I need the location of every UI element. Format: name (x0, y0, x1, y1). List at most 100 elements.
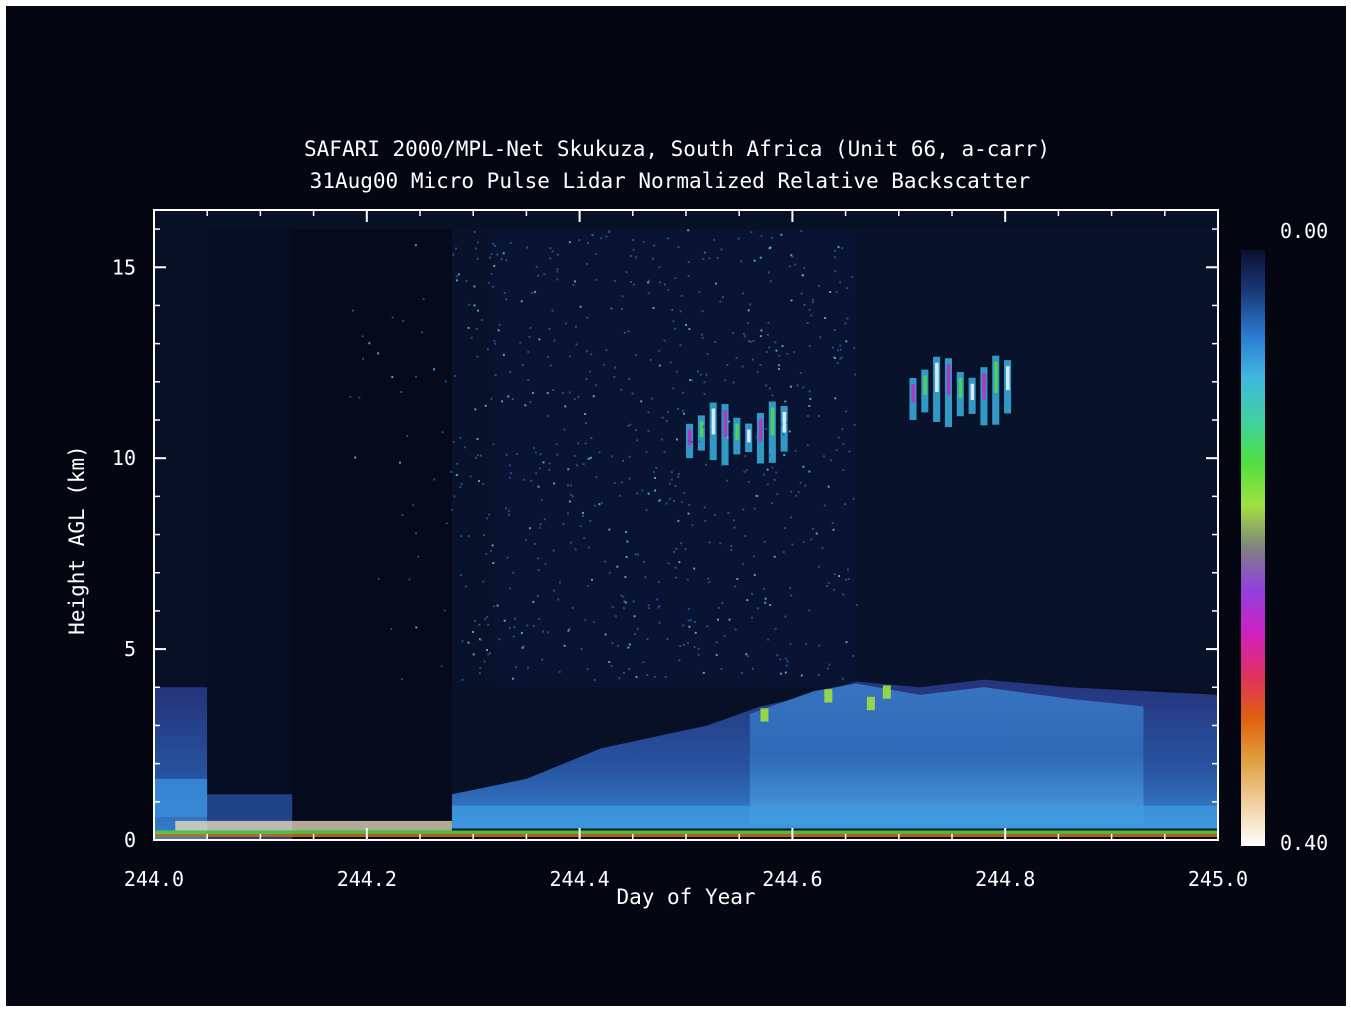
noise-speck (578, 239, 581, 242)
noise-speck (790, 516, 792, 519)
noise-speck (349, 395, 352, 398)
aerosol-layer-core (749, 683, 1144, 825)
noise-speck (647, 411, 650, 414)
noise-speck (573, 454, 576, 457)
noise-speck (474, 619, 477, 622)
noise-speck (688, 328, 691, 330)
noise-speck (642, 661, 645, 664)
noise-speck (744, 535, 747, 537)
noise-speck (525, 538, 527, 541)
noise-speck (684, 548, 687, 551)
noise-speck (800, 292, 803, 295)
noise-speck (829, 459, 832, 462)
noise-speck (767, 321, 770, 324)
noise-speck (474, 456, 477, 459)
noise-speck (848, 450, 851, 453)
noise-speck (730, 549, 733, 552)
noise-speck (510, 472, 513, 474)
noise-speck (790, 299, 793, 302)
noise-speck (570, 541, 573, 544)
noise-speck (490, 550, 492, 553)
noise-speck (489, 652, 491, 655)
noise-speck (591, 578, 593, 581)
noise-speck (558, 581, 561, 584)
noise-speck (846, 317, 849, 320)
noise-speck (572, 283, 575, 286)
noise-speck (827, 667, 829, 670)
noise-speck (837, 246, 840, 249)
noise-speck (691, 524, 694, 527)
noise-speck (753, 507, 756, 510)
noise-speck (719, 300, 722, 303)
noise-speck (422, 298, 425, 301)
noise-speck (741, 563, 744, 566)
noise-speck (794, 263, 797, 266)
noise-speck (693, 646, 696, 649)
cirrus-core (699, 421, 704, 438)
noise-speck (571, 606, 574, 609)
noise-speck (415, 626, 418, 629)
noise-speck (659, 281, 662, 284)
noise-speck (818, 565, 820, 568)
x-tick-label: 244.6 (762, 867, 822, 891)
noise-speck (664, 676, 667, 679)
noise-speck (827, 485, 830, 488)
noise-speck (685, 323, 687, 326)
noise-speck (824, 317, 827, 319)
noise-speck (414, 244, 417, 247)
noise-speck (634, 553, 637, 556)
noise-speck (566, 512, 569, 515)
x-axis-label: Day of Year (616, 885, 755, 909)
noise-speck (708, 257, 711, 260)
noise-speck (845, 410, 848, 413)
noise-speck (697, 647, 700, 650)
noise-speck (688, 625, 691, 628)
noise-speck (790, 490, 793, 493)
noise-speck (834, 256, 837, 259)
noise-speck (486, 649, 488, 651)
noise-speck (666, 637, 669, 640)
noise-speck (784, 615, 787, 618)
noise-speck (487, 281, 490, 284)
noise-speck (553, 482, 556, 485)
noise-speck (614, 366, 616, 369)
noise-speck (625, 555, 628, 558)
noise-speck (498, 323, 501, 326)
noise-speck (598, 503, 601, 506)
noise-speck (672, 500, 675, 502)
noise-speck (786, 421, 788, 424)
noise-speck (440, 665, 443, 668)
noise-speck (768, 454, 771, 457)
noise-speck (713, 238, 716, 241)
noise-speck (519, 341, 522, 344)
noise-speck (733, 526, 736, 529)
noise-speck (771, 236, 773, 239)
noise-speck (802, 541, 805, 544)
noise-speck (524, 404, 527, 407)
noise-speck (755, 436, 758, 439)
noise-speck (759, 335, 762, 338)
noise-speck (841, 428, 844, 431)
x-tick-label: 244.4 (549, 867, 609, 891)
noise-speck (806, 322, 809, 324)
noise-speck (647, 281, 650, 284)
noise-speck (827, 581, 830, 584)
cirrus-cloud (909, 355, 1012, 428)
noise-speck (791, 543, 794, 546)
noise-speck (527, 379, 530, 381)
cirrus-core (723, 410, 728, 438)
noise-speck (636, 492, 639, 495)
noise-speck (840, 356, 843, 359)
noise-speck (713, 514, 716, 516)
noise-speck (752, 340, 755, 342)
noise-speck (759, 363, 762, 366)
noise-speck (720, 248, 723, 251)
noise-speck (808, 609, 811, 612)
noise-speck (765, 428, 768, 431)
noise-speck (492, 243, 495, 245)
noise-speck (768, 387, 771, 390)
noise-speck (687, 619, 690, 622)
noise-speck (586, 316, 589, 319)
noise-speck (669, 361, 672, 364)
noise-speck (444, 380, 447, 383)
